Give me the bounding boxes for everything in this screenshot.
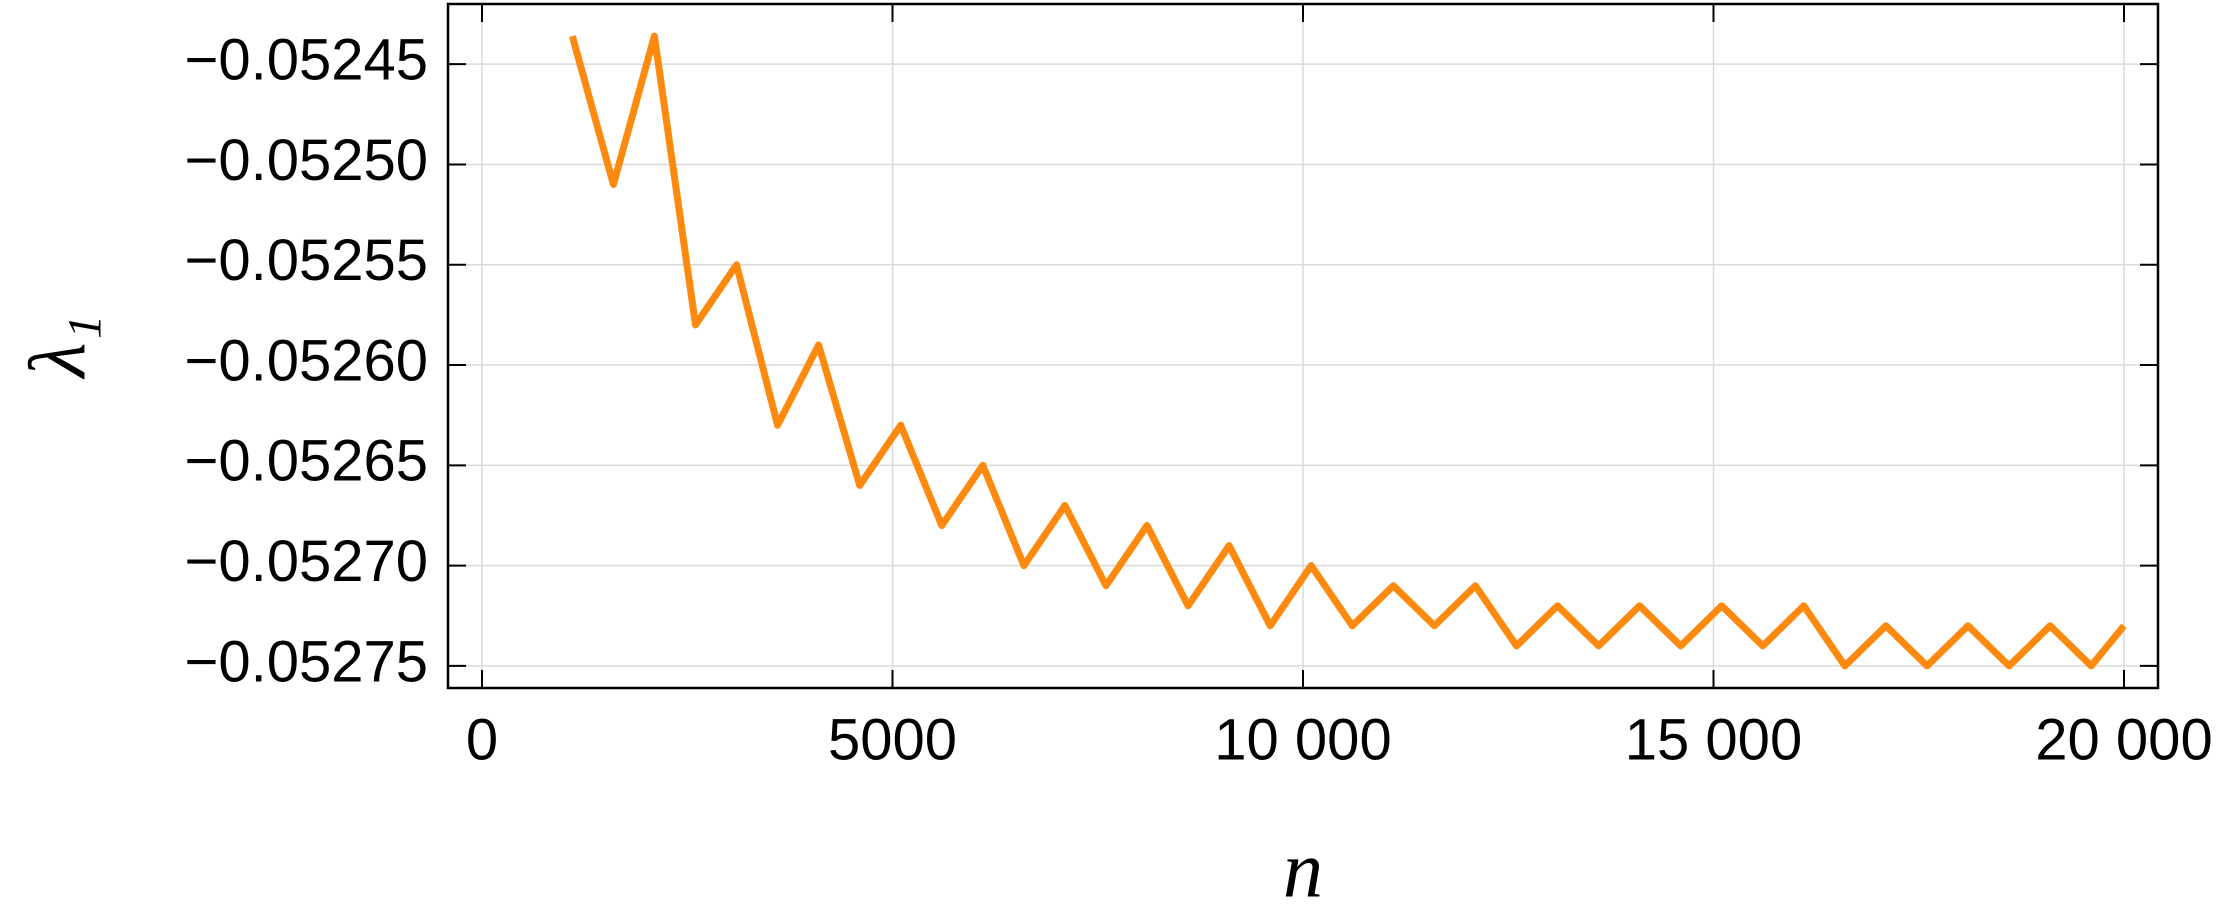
y-tick-label: −0.05255 <box>184 228 428 293</box>
plot-frame <box>446 2 2160 690</box>
y-axis-label: λ₁ <box>14 315 102 379</box>
y-tick-label: −0.05265 <box>184 429 428 494</box>
y-tick-label: −0.05260 <box>184 328 428 393</box>
y-tick-label: −0.05275 <box>184 629 428 694</box>
x-tick-label: 0 <box>466 707 498 772</box>
y-tick-label: −0.05245 <box>184 28 428 93</box>
y-tick-label: −0.05270 <box>184 529 428 594</box>
x-tick-label: 20 000 <box>2035 707 2212 772</box>
x-tick-label: 5000 <box>828 707 957 772</box>
data-line <box>568 32 2127 670</box>
x-tick-label: 10 000 <box>1214 707 1391 772</box>
x-tick-label: 15 000 <box>1625 707 1802 772</box>
y-tick-label: −0.05250 <box>184 128 428 193</box>
x-axis-label: n <box>1283 826 1323 914</box>
